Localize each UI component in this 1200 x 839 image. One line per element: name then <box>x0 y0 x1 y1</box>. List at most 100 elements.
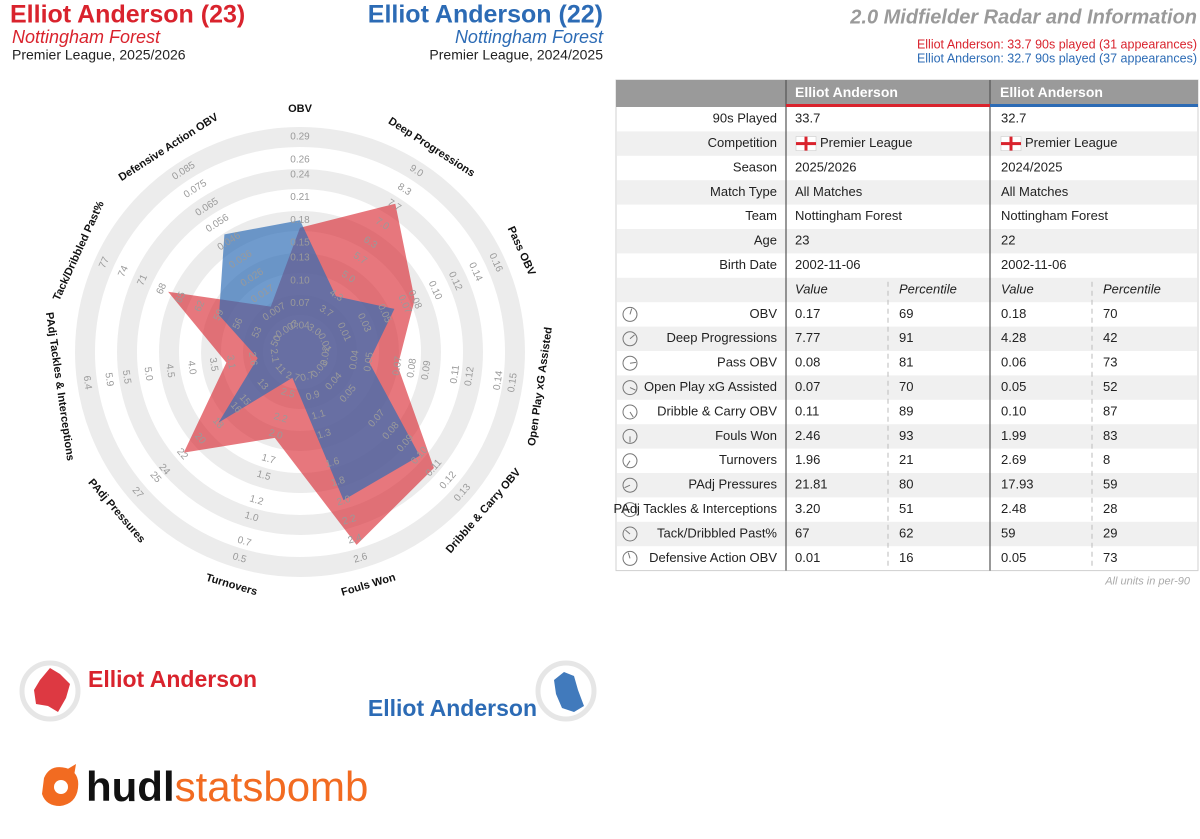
tick-label: 0.24 <box>290 169 310 180</box>
tick-label: 59 <box>212 307 227 322</box>
row-label: Open Play xG Assisted <box>644 379 777 394</box>
header-underline <box>990 104 1198 107</box>
row-stripe <box>617 131 1197 156</box>
row-label: Turnovers <box>719 452 778 467</box>
percentile: 59 <box>1103 477 1117 492</box>
player-name: Elliot Anderson (22) <box>368 1 603 29</box>
stat-icon-hand <box>629 387 636 391</box>
logo-part: hudl <box>86 763 175 810</box>
tick-label: 2.5 <box>280 386 297 401</box>
row-label: 90s Played <box>713 111 777 126</box>
percentile: 16 <box>899 550 913 565</box>
cell-value: All Matches <box>1001 184 1069 199</box>
percentile: 70 <box>1103 306 1117 321</box>
tick-label: 1.3 <box>316 427 333 442</box>
tick-label: 68 <box>155 281 170 296</box>
tick-label: 0.07 <box>391 355 405 376</box>
legend-label: Elliot Anderson <box>368 695 537 721</box>
stat-icon <box>622 550 638 566</box>
tick-label: 0.14 <box>492 370 506 391</box>
percentile: 73 <box>1103 550 1117 565</box>
tick-label: 2.1 <box>268 348 281 364</box>
tick-label: 0.09 <box>420 359 434 380</box>
axis-label: Open Play xG Assisted <box>526 326 555 447</box>
flag-cross <box>796 142 816 146</box>
tick-label: 2.2 <box>341 513 358 528</box>
grid-ring <box>117 169 483 535</box>
stat-icon-hand <box>625 529 631 535</box>
cell-value: 1.96 <box>795 452 820 467</box>
tick-label: 8.3 <box>395 181 413 198</box>
stat-icon-hand <box>629 411 634 418</box>
tick-label: 2.7 <box>284 370 301 385</box>
tick-label: 0.05 <box>362 351 376 372</box>
stat-icon-hand <box>623 508 631 511</box>
cell-value: Premier League <box>1025 135 1118 150</box>
stat-icon-hand <box>629 361 637 364</box>
axis-label: PAdj Tackles & Interceptions <box>43 311 76 461</box>
row-label: Birth Date <box>719 257 777 272</box>
tick-label: 74 <box>116 264 131 279</box>
row-label: Competition <box>708 135 777 150</box>
tick-label: 0.7 <box>236 535 253 550</box>
tick-label: 1.5 <box>255 469 272 484</box>
tick-label: 53 <box>250 325 265 340</box>
tick-label: 3.1 <box>224 354 237 370</box>
row-label: Team <box>745 208 777 223</box>
cell-value: All Matches <box>795 184 863 199</box>
legend-icon <box>535 660 597 722</box>
row-stripe <box>617 375 1197 400</box>
stat-icon <box>622 306 638 322</box>
tick-label: 0.10 <box>290 275 310 286</box>
percentile: 42 <box>1103 330 1117 345</box>
cell-value: 0.10 <box>1001 403 1026 418</box>
percentile: 21 <box>899 452 913 467</box>
cell-value: 1.99 <box>1001 428 1026 443</box>
row-label: Age <box>754 233 777 248</box>
percentile: 8 <box>1103 452 1110 467</box>
stat-icon <box>622 380 638 396</box>
stat-icon <box>622 502 638 518</box>
tick-label: 0.13 <box>290 253 310 264</box>
tick-label: 3.5 <box>207 357 220 373</box>
tick-label: 56 <box>231 316 246 331</box>
percentile: 73 <box>1103 355 1117 370</box>
stat-icon-hand <box>627 552 631 559</box>
percentile: 62 <box>899 525 913 540</box>
column-header: Elliot Anderson <box>1000 84 1103 100</box>
tick-label: 6.4 <box>81 375 94 391</box>
cell-value: 22 <box>1001 233 1015 248</box>
tick-label: 0.26 <box>290 154 310 165</box>
cell-value: Premier League <box>820 135 913 150</box>
cell-value: 0.07 <box>795 379 820 394</box>
tick-label: 0.11 <box>449 364 463 385</box>
tick-label: 50 <box>269 334 284 349</box>
cell-value: 2025/2026 <box>795 159 856 174</box>
cell-value: 7.77 <box>795 330 820 345</box>
logo-text: hudlstatsbomb <box>86 763 368 810</box>
row-label: OBV <box>750 306 778 321</box>
tick-label: 0.14 <box>466 261 484 284</box>
row-label: Deep Progressions <box>666 330 777 345</box>
row-stripe <box>617 277 1197 303</box>
stat-icon <box>622 404 638 420</box>
row-stripe <box>617 180 1197 205</box>
row-stripe <box>617 473 1197 498</box>
subtitle: Elliot Anderson: 33.7 90s played (31 app… <box>917 37 1197 51</box>
cell-value: 33.7 <box>795 111 820 126</box>
tick-label: 1.8 <box>330 475 347 490</box>
tick-label: 0.5 <box>231 551 248 566</box>
percentile: 83 <box>1103 428 1117 443</box>
cell-value: 21.81 <box>795 477 828 492</box>
tick-label: 4.0 <box>185 360 198 376</box>
column-header: Elliot Anderson <box>795 84 898 100</box>
tick-label: 71 <box>135 272 150 287</box>
cell-value: 0.17 <box>795 306 820 321</box>
legend-icon <box>19 660 81 722</box>
row-label: Defensive Action OBV <box>649 550 777 565</box>
percentile: 87 <box>1103 403 1117 418</box>
row-stripe <box>617 424 1197 449</box>
cell-value: 2002-11-06 <box>795 257 861 272</box>
cell-value: 2.69 <box>1001 452 1026 467</box>
